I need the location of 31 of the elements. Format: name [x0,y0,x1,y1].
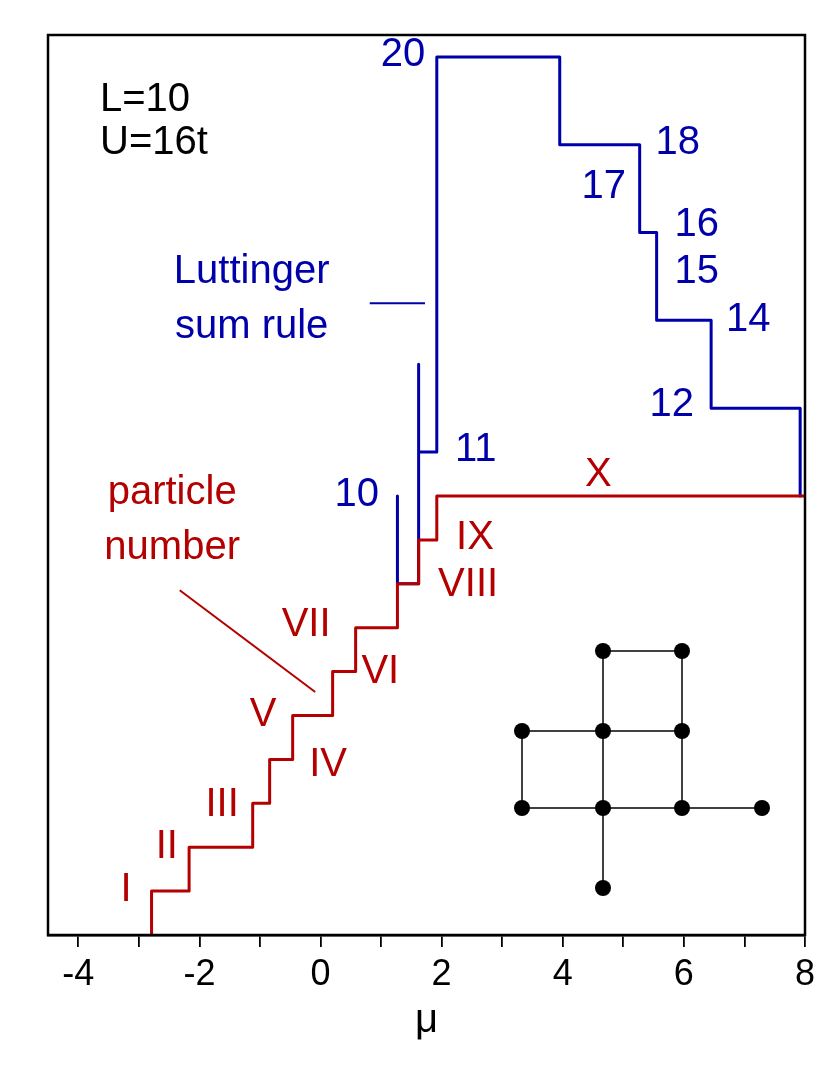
annotation: VIII [438,559,499,604]
x-tick-label: -2 [183,951,216,993]
annotation: VI [361,647,400,692]
annotation: L=10 [100,74,191,119]
annotation: 18 [655,118,701,163]
annotation: III [205,780,239,825]
annotation: II [155,821,178,866]
annotation: V [249,690,277,735]
x-tick-label: 6 [673,951,694,993]
x-tick-label: 4 [552,951,573,993]
x-tick-label: -4 [62,951,95,993]
annotation: VII [281,600,331,645]
x-tick-label: 0 [310,951,331,993]
annotation: IX [456,513,494,558]
legend-label: Luttinger sum rule [173,247,330,347]
annotation: 20 [380,29,426,74]
x-axis-title: μ [414,996,439,1041]
annotation: 16 [674,199,719,244]
annotation: X [585,450,612,495]
annotation: 12 [649,379,695,424]
annotation: 14 [725,295,771,340]
annotation: 10 [334,469,380,514]
x-tick-label: 2 [431,951,452,993]
annotation: 15 [674,246,719,291]
x-tick-label: 8 [794,951,816,993]
annotation: 17 [581,162,626,207]
annotation: IV [309,739,348,784]
text: particle number [104,467,240,567]
annotation: 11 [454,424,497,469]
annotation: U=16t [100,118,208,163]
annotation: I [120,865,132,910]
